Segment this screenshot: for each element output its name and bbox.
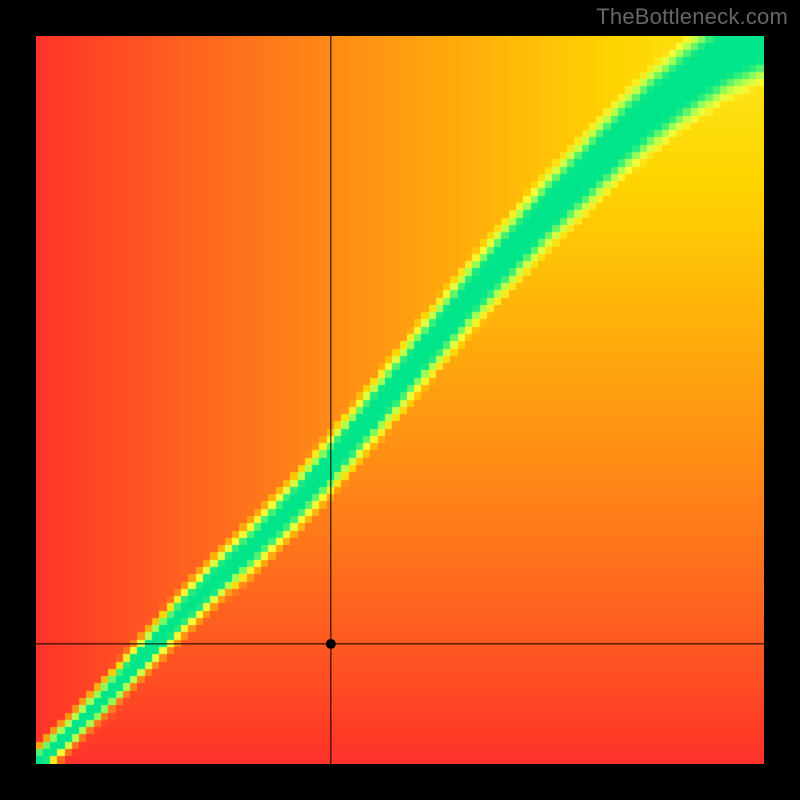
chart-container: { "attribution": { "text": "TheBottlenec… (0, 0, 800, 800)
attribution-text: TheBottleneck.com (596, 4, 788, 30)
bottleneck-heatmap (36, 36, 764, 764)
